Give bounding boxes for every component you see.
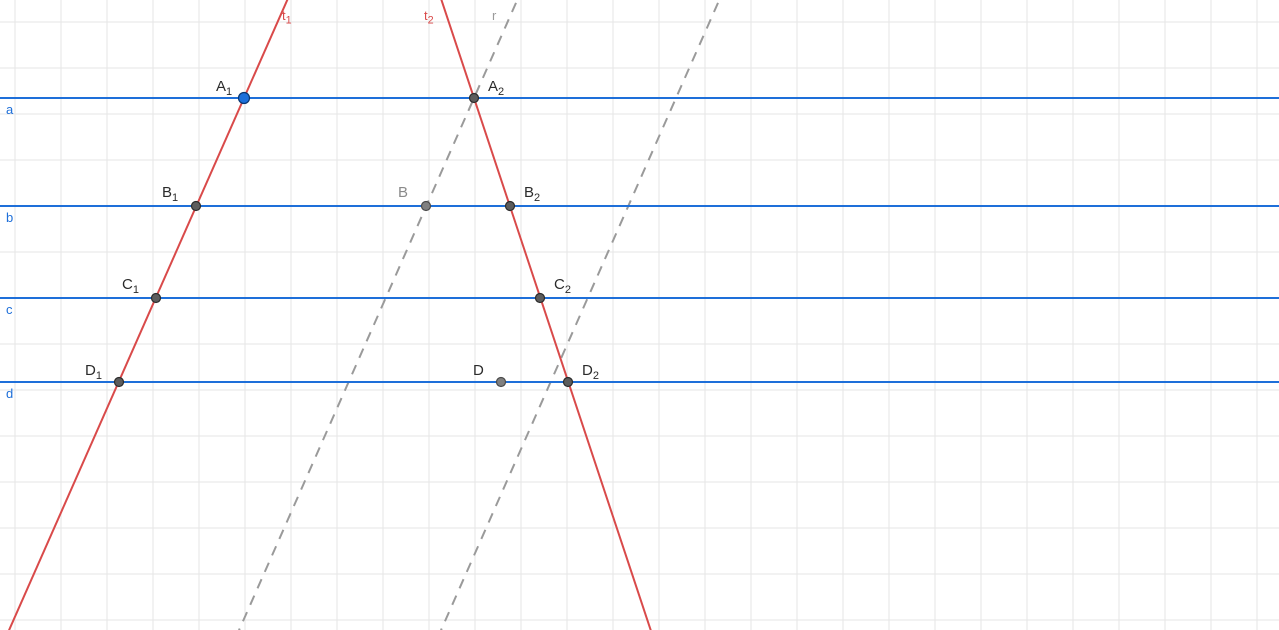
- point-A1: [239, 93, 250, 104]
- point-B: [422, 202, 431, 211]
- line-t2: [430, 0, 669, 630]
- line-t1: [0, 0, 301, 630]
- line-r2: [418, 0, 733, 630]
- point-D2: [564, 378, 573, 387]
- point-A2: [470, 94, 479, 103]
- point-D: [497, 378, 506, 387]
- point-D1: [115, 378, 124, 387]
- geometry-diagram: [0, 0, 1279, 630]
- point-B1: [192, 202, 201, 211]
- point-B2: [506, 202, 515, 211]
- point-C1: [152, 294, 161, 303]
- point-C2: [536, 294, 545, 303]
